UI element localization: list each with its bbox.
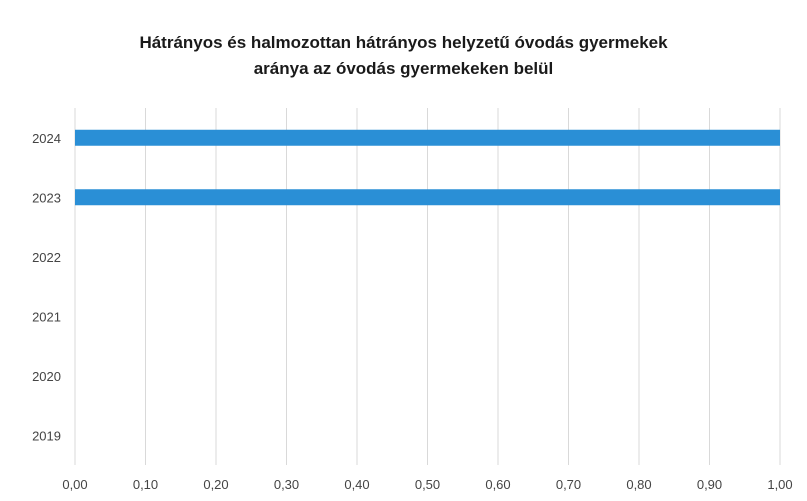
x-tick-label: 0,20 [203, 477, 228, 492]
chart-title-line-2: aránya az óvodás gyermekeken belül [253, 59, 554, 78]
y-tick-label: 2023 [32, 190, 61, 205]
grid-lines [74, 108, 781, 465]
x-tick-label: 0,30 [274, 477, 299, 492]
x-tick-label: 0,40 [344, 477, 369, 492]
x-tick-label: 0,60 [485, 477, 510, 492]
chart-title-line-1: Hátrányos és halmozottan hátrányos helyz… [139, 33, 668, 52]
x-tick-label: 0,80 [626, 477, 651, 492]
y-tick-labels: 2019 2020 2021 2022 2023 2024 [32, 131, 61, 444]
x-tick-label: 0,70 [556, 477, 581, 492]
x-tick-label: 0,50 [415, 477, 440, 492]
y-tick-label: 2019 [32, 428, 61, 443]
x-tick-label: 0,90 [697, 477, 722, 492]
y-tick-label: 2024 [32, 131, 61, 146]
y-tick-label: 2022 [32, 250, 61, 265]
bar-2024 [75, 129, 780, 146]
y-tick-label: 2020 [32, 369, 61, 384]
bars [75, 129, 780, 206]
x-tick-label: 0,10 [133, 477, 158, 492]
x-tick-label: 0,00 [62, 477, 87, 492]
x-tick-label: 1,00 [767, 477, 792, 492]
chart-title: Hátrányos és halmozottan hátrányos helyz… [0, 30, 807, 82]
x-tick-labels: 0,00 0,10 0,20 0,30 0,40 0,50 0,60 0,70 0,80 0,90… [62, 477, 792, 492]
bar-2023 [75, 189, 780, 206]
y-tick-label: 2021 [32, 309, 61, 324]
